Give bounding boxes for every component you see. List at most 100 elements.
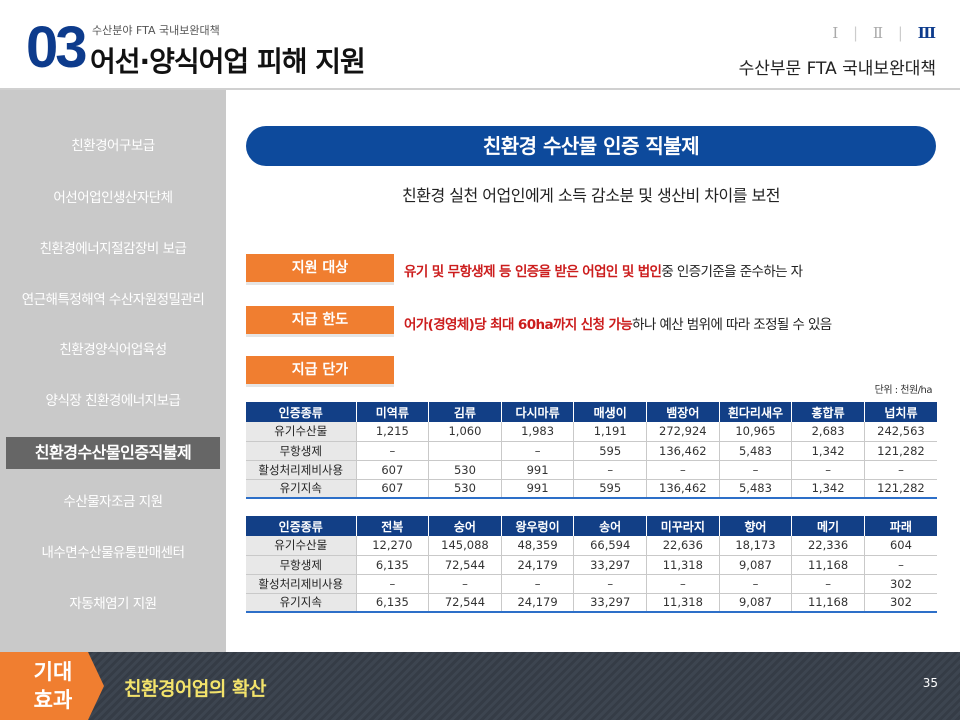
table-cell: 5,483 [718, 479, 792, 499]
table-cell: 활성처리제비사용 [246, 460, 356, 480]
table-cell: – [500, 574, 574, 594]
main-subtitle: 친환경 실천 어업인에게 소득 감소분 및 생산비 차이를 보전 [402, 186, 780, 205]
page-number: 35 [922, 676, 938, 690]
table-cell: 24,179 [500, 555, 574, 575]
sidebar-item-seafood-self-help-fund[interactable]: 수산물자조금 지원 [63, 494, 163, 510]
table-cell: 1,342 [791, 441, 865, 461]
part-navigation: Ⅰ | Ⅱ | Ⅲ [822, 24, 936, 42]
section-number: 03 [26, 15, 87, 80]
table-cell: 11,318 [646, 555, 720, 575]
table-cell: 11,168 [791, 555, 865, 575]
table-cell: 1,191 [573, 422, 647, 442]
table-cell: 2,683 [791, 422, 865, 442]
header-divider [0, 88, 960, 90]
table-cell: 22,336 [791, 536, 865, 556]
expected-effect-line2: 효과 [33, 688, 73, 712]
sidebar-item-energy-saving-equipment[interactable]: 친환경에너지절감장비 보급 [39, 241, 187, 257]
sidebar-item-auto-salt-machine[interactable]: 자동채염기 지원 [69, 596, 157, 612]
table-cell: 11,168 [791, 593, 865, 613]
table-header-cell: 미역류 [355, 402, 429, 422]
sidebar-item-coastal-resource-management[interactable]: 연근해특정해역 수산자원정밀관리 [21, 292, 205, 308]
table-row: 무항생제 – – 595 136,462 5,483 1,342 121,282 [246, 441, 937, 461]
table-cell: 유기지속 [246, 593, 356, 613]
table-row: 유기지속 6,135 72,544 24,179 33,297 11,318 9… [246, 593, 937, 613]
table-cell: 595 [573, 479, 647, 499]
table-cell: 72,544 [428, 555, 502, 575]
sidebar-item-eco-aquaculture[interactable]: 친환경양식어업육성 [59, 342, 167, 358]
part-separator: | [853, 24, 859, 42]
table-cell: 9,087 [718, 593, 792, 613]
table-cell: 595 [573, 441, 647, 461]
support-limit-rest: 하나 예산 범위에 따라 조정될 수 있음 [632, 317, 832, 333]
table-cell: – [718, 574, 792, 594]
table-header-cell: 넙치류 [863, 402, 937, 422]
price-table-1: 인증종류 미역류 김류 다시마류 매생이 뱀장어 흰다리새우 홍합류 넙치류 유… [246, 402, 937, 499]
table-cell: 136,462 [646, 441, 720, 461]
sidebar-item-eco-fishing-gear[interactable]: 친환경어구보급 [71, 138, 155, 154]
part-1-link[interactable]: Ⅰ [832, 24, 839, 42]
table-cell: 604 [863, 536, 937, 556]
table-cell: – [428, 574, 502, 594]
table-cell: 1,215 [355, 422, 429, 442]
sidebar-item-aquafarm-energy[interactable]: 양식장 친환경에너지보급 [45, 393, 181, 409]
table-header-cell: 숭어 [428, 516, 502, 536]
table-header-row: 인증종류 전복 숭어 왕우렁이 송어 미꾸라지 향어 메기 파래 [246, 516, 937, 536]
table-header-cell: 전복 [355, 516, 429, 536]
table-header-cell: 송어 [573, 516, 647, 536]
expected-effect-line1: 기대 [33, 660, 73, 684]
table-cell: 121,282 [863, 479, 937, 499]
table-row: 유기수산물 1,215 1,060 1,983 1,191 272,924 10… [246, 422, 937, 442]
table-cell: 6,135 [355, 555, 429, 575]
table-cell: 530 [428, 479, 502, 499]
table-cell: 1,983 [500, 422, 574, 442]
table-cell: 33,297 [573, 555, 647, 575]
table-header-cell: 홍합류 [791, 402, 865, 422]
table-cell: 991 [500, 460, 574, 480]
table-cell: – [863, 460, 937, 480]
section-subtitle: 수산분야 FTA 국내보완대책 [92, 24, 220, 37]
table-row: 무항생제 6,135 72,544 24,179 33,297 11,318 9… [246, 555, 937, 575]
table-header-cell: 흰다리새우 [718, 402, 792, 422]
table-cell: 1,342 [791, 479, 865, 499]
table-cell: 145,088 [428, 536, 502, 556]
table-cell: 유기수산물 [246, 536, 356, 556]
table-cell: 302 [863, 574, 937, 594]
expected-effect-badge [0, 652, 104, 720]
part-3-link[interactable]: Ⅲ [917, 24, 936, 42]
table-cell: 136,462 [646, 479, 720, 499]
table-cell: 무항생제 [246, 441, 356, 461]
table-cell [428, 441, 502, 461]
table-header-cell: 인증종류 [246, 402, 356, 422]
table-header-cell: 미꾸라지 [646, 516, 720, 536]
table-row: 유기수산물 12,270 145,088 48,359 66,594 22,63… [246, 536, 937, 556]
table-cell: 991 [500, 479, 574, 499]
table-cell: – [646, 460, 720, 480]
main-banner: 친환경 수산물 인증 직불제 [246, 126, 936, 166]
table-row: 활성처리제비사용 – – – – – – – 302 [246, 574, 937, 594]
part-2-link[interactable]: Ⅱ [872, 24, 884, 42]
table-header-cell: 다시마류 [500, 402, 574, 422]
sidebar-item-inland-seafood-center[interactable]: 내수면수산물유통판매센터 [41, 545, 185, 561]
table-cell: 1,060 [428, 422, 502, 442]
table-cell: – [791, 574, 865, 594]
table-cell: 무항생제 [246, 555, 356, 575]
table-cell: 유기지속 [246, 479, 356, 499]
table-cell: 5,483 [718, 441, 792, 461]
unit-note: 단위 : 천원/ha [874, 385, 933, 396]
table-row: 유기지속 607 530 991 595 136,462 5,483 1,342… [246, 479, 937, 499]
support-target-highlight: 유기 및 무항생제 등 인증을 받은 어업인 및 법인 [404, 264, 662, 280]
expected-effect-text: 친환경어업의 확산 [124, 678, 266, 700]
sidebar-item-fishery-producer-groups[interactable]: 어선어업인생산자단체 [53, 190, 173, 206]
table-cell: 22,636 [646, 536, 720, 556]
section-title: 어선·양식어업 피해 지원 [90, 45, 366, 78]
price-table-2: 인증종류 전복 숭어 왕우렁이 송어 미꾸라지 향어 메기 파래 유기수산물 1… [246, 516, 937, 613]
table-cell: 11,318 [646, 593, 720, 613]
sidebar-item-eco-certification-payment[interactable]: 친환경수산물인증직불제 [6, 437, 220, 469]
table-header-row: 인증종류 미역류 김류 다시마류 매생이 뱀장어 흰다리새우 홍합류 넙치류 [246, 402, 937, 422]
table-header-cell: 향어 [718, 516, 792, 536]
page-header: 03 수산분야 FTA 국내보완대책 어선·양식어업 피해 지원 Ⅰ | Ⅱ |… [0, 0, 960, 90]
table-cell: – [791, 460, 865, 480]
table-cell: – [863, 555, 937, 575]
table-cell: 48,359 [500, 536, 574, 556]
table-cell: 272,924 [646, 422, 720, 442]
